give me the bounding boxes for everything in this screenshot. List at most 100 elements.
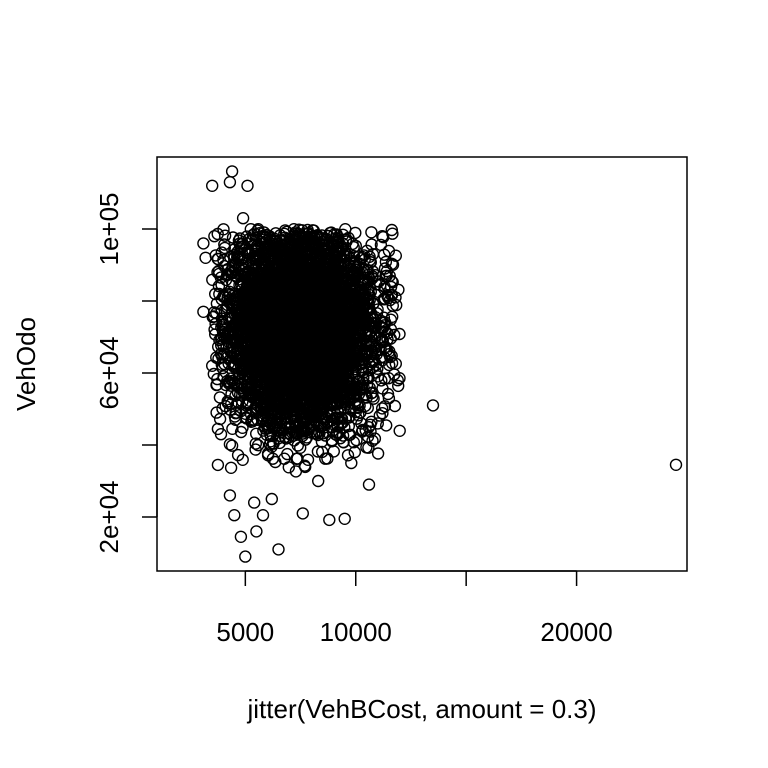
data-point: [379, 255, 393, 269]
data-point: [223, 438, 237, 451]
data-point: [385, 257, 398, 270]
data-point: [229, 333, 242, 346]
data-point: [376, 354, 389, 367]
data-point: [215, 278, 228, 292]
data-point: [340, 375, 353, 389]
data-point: [251, 439, 265, 452]
data-point: [257, 414, 270, 428]
data-point: [247, 286, 261, 299]
data-point: [296, 416, 310, 429]
data-point: [369, 331, 382, 345]
data-point: [386, 310, 399, 323]
data-point: [339, 222, 352, 236]
data-point: [294, 395, 308, 409]
data-point: [365, 226, 378, 239]
data-point: [219, 400, 232, 413]
data-point: [363, 253, 377, 267]
data-point: [348, 329, 362, 342]
data-point: [257, 397, 271, 410]
data-point: [222, 329, 236, 343]
data-point: [376, 334, 389, 347]
data-point: [377, 230, 390, 244]
data-point: [206, 273, 219, 286]
data-point: [279, 251, 292, 264]
data-point: [383, 348, 396, 361]
data-point: [225, 439, 239, 452]
data-point: [234, 425, 248, 439]
data-point: [240, 412, 253, 425]
data-point: [241, 298, 254, 312]
data-point: [362, 316, 375, 329]
data-point: [237, 270, 250, 283]
data-point: [279, 224, 292, 237]
data-point: [357, 371, 370, 384]
data-point: [256, 369, 269, 382]
data-point: [278, 231, 292, 244]
data-point: [335, 412, 349, 425]
data-point: [326, 417, 339, 431]
data-point: [236, 453, 249, 466]
data-point: [365, 238, 378, 251]
data-point: [376, 407, 389, 420]
data-point: [261, 449, 275, 462]
data-point: [227, 346, 240, 359]
data-point: [244, 301, 257, 315]
data-point: [262, 414, 276, 427]
data-point: [220, 374, 234, 388]
data-point: [271, 413, 285, 427]
data-point: [251, 224, 264, 237]
data-point: [378, 319, 391, 332]
data-point: [349, 239, 362, 253]
data-point: [366, 434, 379, 447]
data-point: [350, 261, 363, 274]
data-point: [373, 409, 386, 422]
data-point: [386, 258, 400, 271]
data-point: [284, 381, 297, 394]
data-point: [217, 347, 231, 361]
data-point: [213, 391, 227, 404]
data-point: [351, 326, 364, 339]
data-point: [347, 240, 360, 254]
data-point: [211, 227, 224, 241]
data-point: [226, 231, 240, 244]
data-point: [260, 428, 273, 441]
data-point: [364, 285, 377, 298]
data-point: [380, 419, 393, 432]
data-point: [287, 222, 301, 236]
data-point: [341, 449, 355, 462]
data-point: [290, 361, 304, 374]
data-point: [356, 303, 369, 316]
data-point: [234, 308, 247, 321]
data-point: [257, 226, 271, 239]
data-point: [217, 318, 231, 332]
data-point: [316, 427, 329, 440]
data-point: [348, 288, 362, 301]
data-point: [217, 253, 230, 267]
data-point: [392, 283, 405, 296]
data-point: [284, 241, 298, 254]
data-point: [378, 400, 392, 413]
data-point: [211, 252, 225, 266]
data-point: [274, 254, 288, 268]
data-point: [290, 231, 303, 245]
data-point: [343, 411, 356, 424]
data-point: [224, 461, 238, 474]
data-point: [235, 287, 249, 300]
data-points: [197, 165, 683, 563]
data-point: [371, 303, 384, 316]
data-point: [226, 422, 239, 435]
data-point: [350, 412, 363, 425]
data-point: [256, 390, 269, 404]
data-point: [326, 369, 339, 383]
data-point: [339, 330, 352, 343]
data-point: [368, 432, 382, 445]
data-point: [364, 425, 377, 438]
data-point: [207, 310, 221, 323]
data-point: [299, 392, 312, 405]
data-point: [249, 437, 263, 450]
data-point: [388, 399, 402, 413]
data-point: [359, 388, 372, 402]
data-point: [292, 239, 305, 253]
data-point: [278, 255, 291, 268]
data-point: [290, 452, 303, 465]
